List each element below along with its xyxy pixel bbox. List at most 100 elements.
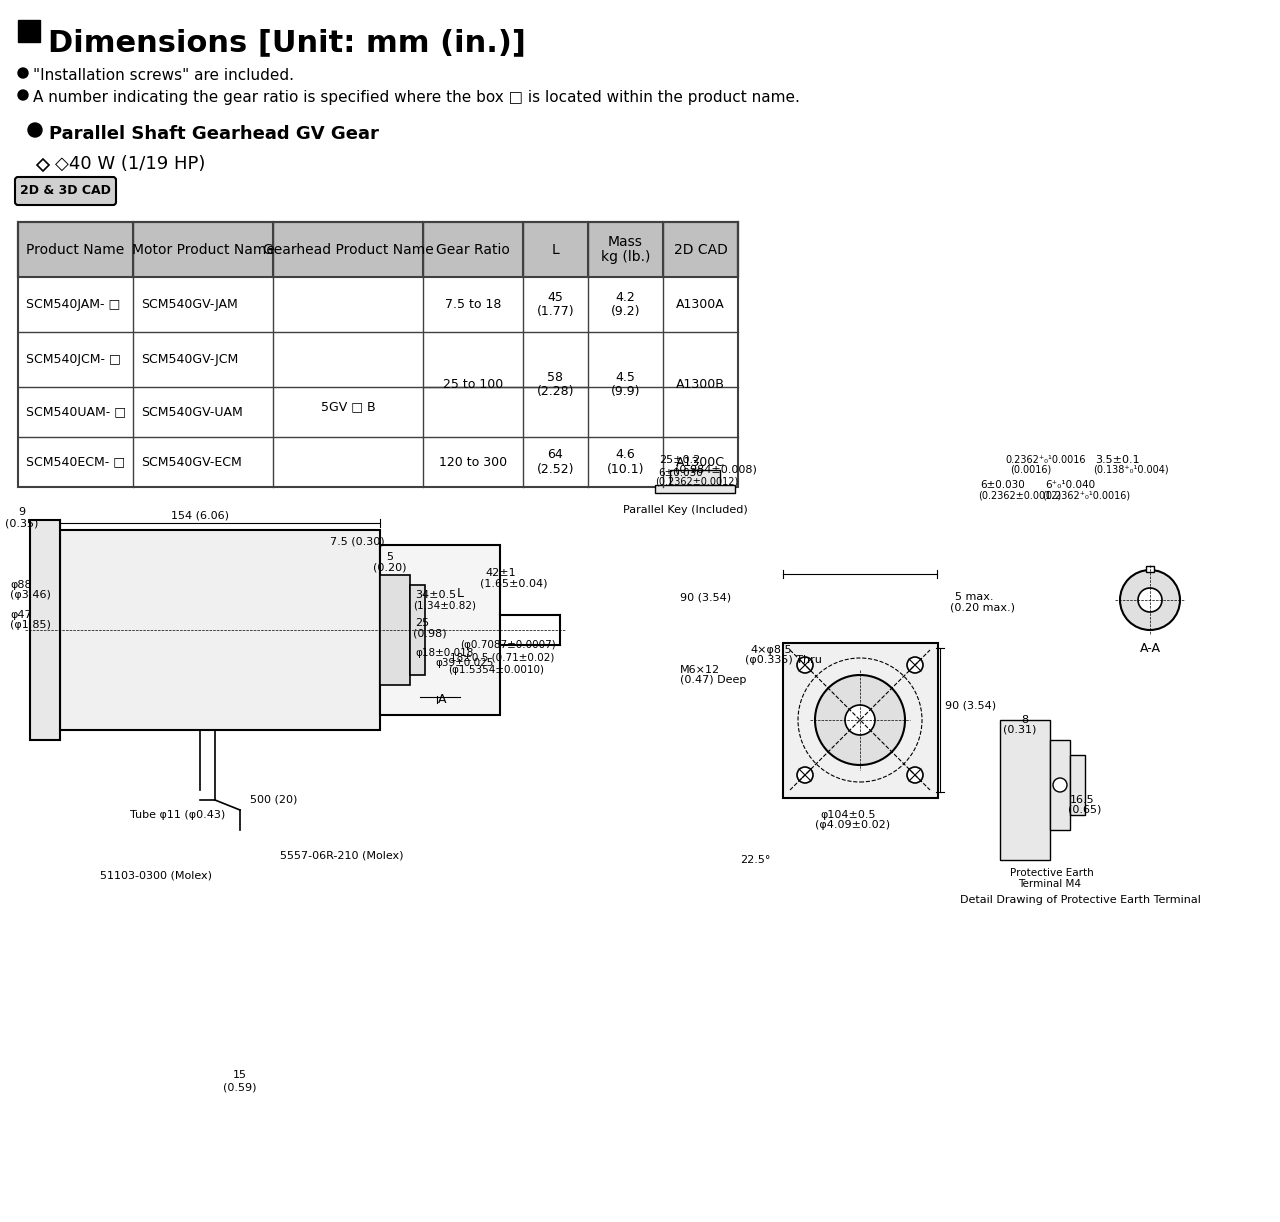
Text: 6⁺₀¹0.040: 6⁺₀¹0.040 [1044, 480, 1096, 490]
Text: SCM540GV-JCM: SCM540GV-JCM [141, 353, 238, 367]
Text: (1.34±0.82): (1.34±0.82) [413, 600, 476, 610]
Circle shape [908, 657, 923, 673]
Text: 45: 45 [548, 291, 563, 304]
Text: 5GV □ B: 5GV □ B [321, 401, 375, 413]
Text: SCM540GV-JAM: SCM540GV-JAM [141, 298, 238, 312]
Circle shape [18, 90, 28, 100]
Text: L: L [552, 242, 559, 257]
Bar [655, 485, 735, 492]
Text: ◇40 W (1/19 HP): ◇40 W (1/19 HP) [55, 155, 205, 174]
Text: SCM540GV-UAM: SCM540GV-UAM [141, 406, 243, 418]
Text: SCM540JCM- □: SCM540JCM- □ [26, 353, 120, 367]
Text: 2D & 3D CAD: 2D & 3D CAD [19, 185, 110, 198]
Text: L: L [457, 587, 463, 600]
Text: 4.2: 4.2 [616, 291, 635, 304]
Text: M6×12: M6×12 [680, 665, 721, 675]
Text: 5557-06R-210 (Molex): 5557-06R-210 (Molex) [280, 851, 403, 860]
Bar [18, 222, 739, 277]
Text: 2D CAD: 2D CAD [673, 242, 727, 257]
FancyBboxPatch shape [15, 177, 116, 205]
Text: Terminal M4: Terminal M4 [1018, 879, 1082, 888]
Text: (0.98): (0.98) [413, 628, 447, 638]
Text: "Installation screws" are included.: "Installation screws" are included. [33, 68, 294, 83]
Text: (0.984±0.008): (0.984±0.008) [675, 466, 756, 475]
Circle shape [28, 123, 42, 137]
Text: kg (lb.): kg (lb.) [600, 251, 650, 264]
Text: Dimensions [Unit: mm (in.)]: Dimensions [Unit: mm (in.)] [49, 28, 526, 57]
Text: 500 (20): 500 (20) [250, 796, 297, 805]
Text: (φ3.46): (φ3.46) [10, 590, 51, 600]
Text: (φ1.85): (φ1.85) [10, 620, 51, 631]
Bar [1000, 720, 1050, 860]
Text: 18±0.5 (0.71±0.02): 18±0.5 (0.71±0.02) [451, 653, 554, 664]
Text: SCM540GV-ECM: SCM540GV-ECM [141, 456, 242, 468]
Text: Motor Product Name: Motor Product Name [132, 242, 274, 257]
Circle shape [815, 675, 905, 765]
Text: (φ4.09±0.02): (φ4.09±0.02) [815, 820, 890, 830]
Text: 4.6: 4.6 [616, 448, 635, 462]
Text: A1300A: A1300A [676, 298, 724, 312]
Text: SCM540JAM- □: SCM540JAM- □ [26, 298, 120, 312]
Text: φ39±0.025: φ39±0.025 [435, 657, 493, 668]
Text: 90 (3.54): 90 (3.54) [680, 591, 731, 602]
Circle shape [797, 767, 813, 783]
Text: (φ0.335) Thru: (φ0.335) Thru [745, 655, 822, 665]
Text: 8: 8 [1021, 715, 1029, 725]
Text: 15: 15 [233, 1070, 247, 1080]
Bar [380, 545, 500, 715]
Text: (0.2362±0.0012): (0.2362±0.0012) [655, 477, 739, 486]
Text: Mass: Mass [608, 235, 643, 248]
Bar [60, 530, 380, 730]
Text: Parallel Shaft Gearhead GV Gear: Parallel Shaft Gearhead GV Gear [49, 125, 379, 143]
Text: 90 (3.54): 90 (3.54) [945, 700, 996, 710]
Text: 4.5: 4.5 [616, 371, 635, 384]
Text: Gear Ratio: Gear Ratio [436, 242, 509, 257]
Text: 120 to 300: 120 to 300 [439, 456, 507, 468]
Text: 7.5 (0.30): 7.5 (0.30) [330, 536, 384, 546]
Text: 58: 58 [548, 371, 563, 384]
Text: φ104±0.5: φ104±0.5 [820, 810, 876, 820]
Text: 34±0.5: 34±0.5 [415, 590, 456, 600]
Text: 6±0.030: 6±0.030 [658, 468, 703, 478]
Text: A1300C: A1300C [676, 456, 724, 468]
Bar [18, 20, 40, 42]
Text: (1.65±0.04): (1.65±0.04) [480, 578, 548, 588]
Text: φ18±0.018: φ18±0.018 [415, 648, 474, 657]
Text: A-A: A-A [1139, 642, 1161, 655]
Text: 42±1: 42±1 [485, 568, 516, 578]
Text: (0.65): (0.65) [1068, 805, 1101, 815]
Text: Detail Drawing of Protective Earth Terminal: Detail Drawing of Protective Earth Termi… [960, 895, 1201, 906]
Text: 16.5: 16.5 [1070, 796, 1094, 805]
Text: 64: 64 [548, 448, 563, 462]
Text: 25±0.2: 25±0.2 [659, 455, 700, 466]
Text: φ47: φ47 [10, 610, 32, 620]
Bar [669, 470, 719, 485]
Text: (0.20): (0.20) [374, 562, 407, 572]
Text: 154 (6.06): 154 (6.06) [172, 510, 229, 521]
Text: (9.2): (9.2) [611, 306, 640, 318]
Circle shape [908, 767, 923, 783]
Text: Protective Earth: Protective Earth [1010, 868, 1093, 877]
Bar [1146, 566, 1155, 572]
Bar [18, 222, 739, 488]
Circle shape [18, 68, 28, 78]
Bar [410, 585, 425, 675]
Circle shape [845, 705, 876, 734]
Text: 22.5°: 22.5° [740, 855, 771, 865]
Text: Gearhead Product Name: Gearhead Product Name [262, 242, 434, 257]
Bar [783, 643, 938, 798]
Text: SCM540UAM- □: SCM540UAM- □ [26, 406, 125, 418]
Text: 3.5±0.1: 3.5±0.1 [1094, 455, 1139, 466]
Text: (0.47) Deep: (0.47) Deep [680, 675, 746, 686]
Text: (0.20 max.): (0.20 max.) [950, 602, 1015, 612]
Text: (2.28): (2.28) [536, 385, 575, 398]
Text: Tube φ11 (φ0.43): Tube φ11 (φ0.43) [131, 810, 225, 820]
Bar [1050, 741, 1070, 830]
Text: (0.2362±0.0012): (0.2362±0.0012) [978, 490, 1061, 500]
Text: (0.2362⁺₀¹0.0016): (0.2362⁺₀¹0.0016) [1042, 490, 1130, 500]
Text: 4×φ8.5: 4×φ8.5 [750, 645, 791, 655]
Text: 7.5 to 18: 7.5 to 18 [445, 298, 502, 312]
Text: A1300B: A1300B [676, 378, 724, 391]
Text: (0.35): (0.35) [5, 518, 38, 528]
Text: (0.59): (0.59) [223, 1081, 257, 1092]
